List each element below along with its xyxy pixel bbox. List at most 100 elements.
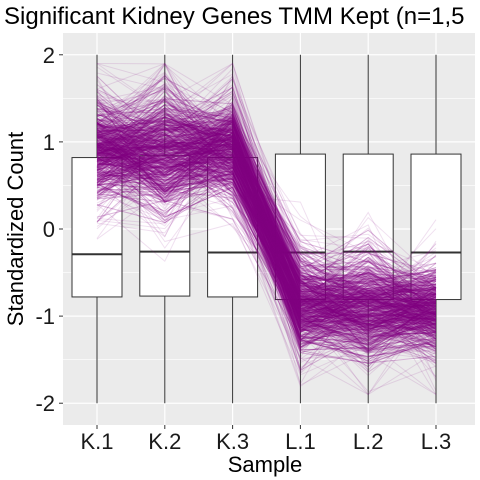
gene-profile-line	[96, 83, 437, 318]
gene-profile-line	[96, 148, 437, 307]
gene-profile-line	[96, 104, 437, 309]
gene-profile-line	[96, 128, 437, 350]
gene-profile-line	[96, 116, 437, 347]
gene-profile-line	[96, 132, 437, 340]
gene-profile-line	[96, 129, 437, 310]
gene-profile-line	[96, 130, 437, 313]
gene-profile-line	[96, 139, 437, 367]
gene-profile-line	[96, 154, 437, 346]
box	[274, 153, 326, 301]
gene-profile-line	[96, 137, 437, 303]
gene-profile-line	[96, 106, 437, 333]
gene-profile-line	[96, 142, 437, 323]
gene-profile-line	[96, 123, 437, 332]
gene-profile-line	[96, 173, 437, 341]
gene-profile-line	[96, 154, 437, 368]
gene-profile-line	[96, 90, 437, 310]
gene-profile-line	[96, 114, 437, 347]
gene-profile-line	[96, 123, 437, 352]
gene-profile-line	[96, 129, 437, 323]
gene-profile-line	[96, 107, 437, 290]
gene-profile-line	[96, 150, 437, 339]
gene-profile-line	[96, 157, 437, 362]
gene-profile-line	[96, 116, 437, 299]
gene-profile-line	[96, 103, 437, 300]
gene-profile-line	[96, 135, 437, 323]
gene-profile-line	[96, 144, 437, 337]
gene-profile-line	[96, 143, 437, 376]
x-tick-label: K.2	[148, 429, 181, 454]
gene-profile-line	[96, 157, 437, 333]
gene-profile-line	[96, 170, 437, 321]
gene-profile-line	[96, 143, 437, 333]
gene-profile-line	[96, 128, 437, 330]
gene-profile-line	[96, 134, 437, 316]
gene-profile-line	[96, 160, 437, 324]
gene-profile-line	[96, 117, 437, 328]
gene-profile-line	[96, 157, 437, 332]
gene-profile-line	[96, 108, 437, 317]
y-tick-label: 1	[43, 130, 55, 155]
gene-profile-line	[96, 136, 437, 336]
gene-profile-line	[96, 116, 437, 338]
gene-profile-line	[96, 159, 437, 343]
gene-profile-line	[96, 139, 437, 362]
gene-profile-line	[96, 163, 437, 323]
gene-profile-line	[96, 109, 437, 324]
gene-profile-lines	[96, 62, 437, 396]
gene-profile-line	[96, 120, 437, 335]
gene-profile-line	[96, 148, 437, 309]
gene-profile-line	[96, 106, 437, 315]
gene-profile-line	[96, 77, 437, 299]
gene-profile-line	[96, 110, 437, 307]
gene-profile-line	[96, 63, 437, 295]
gene-profile-line	[96, 110, 437, 371]
gene-profile-line	[96, 125, 437, 311]
y-tick-label: -2	[35, 391, 55, 416]
gene-profile-line	[96, 98, 437, 301]
gene-profile-line	[96, 85, 437, 307]
gene-profile-line	[96, 129, 437, 303]
gene-profile-line	[96, 120, 437, 315]
gene-profile-line	[96, 136, 437, 337]
gene-profile-line	[96, 132, 437, 325]
gene-profile-line	[96, 139, 437, 352]
gene-profile-line	[96, 83, 437, 322]
gene-profile-line	[96, 137, 437, 323]
gene-profile-line	[96, 104, 437, 318]
gene-profile-line	[96, 117, 437, 341]
gene-profile-line	[96, 161, 437, 329]
gene-profile-line	[96, 120, 437, 349]
gene-profile-line	[96, 122, 437, 333]
gene-profile-line	[96, 104, 437, 296]
gene-profile-line	[96, 83, 437, 297]
gene-profile-line	[96, 124, 437, 329]
gene-profile-line	[96, 84, 437, 304]
gene-profile-line	[96, 183, 437, 372]
gene-profile-line	[96, 140, 437, 360]
whiskers	[96, 54, 437, 404]
gene-profile-line	[96, 140, 437, 336]
gene-profile-line	[96, 135, 437, 329]
gene-profile-line	[96, 119, 437, 345]
gene-profile-line	[96, 149, 437, 353]
gene-profile-line	[96, 95, 437, 334]
gene-profile-line	[96, 129, 437, 334]
gene-profile-line	[96, 108, 437, 317]
gene-profile-line	[96, 142, 437, 335]
gene-profile-line	[96, 148, 437, 314]
gene-profile-line	[96, 75, 437, 286]
gene-profile-line	[96, 142, 437, 322]
gene-profile-line	[96, 132, 437, 350]
gene-profile-line	[96, 140, 437, 351]
gene-profile-line	[96, 132, 437, 346]
gene-profile-line	[96, 118, 437, 352]
gene-profile-line	[96, 165, 437, 328]
gene-profile-line	[96, 126, 437, 314]
gene-profile-line	[96, 132, 437, 342]
gene-profile-line	[96, 122, 437, 309]
gene-profile-line	[96, 143, 437, 322]
gene-profile-line	[96, 87, 437, 289]
gene-profile-line	[96, 128, 437, 331]
gene-profile-line	[96, 118, 437, 344]
